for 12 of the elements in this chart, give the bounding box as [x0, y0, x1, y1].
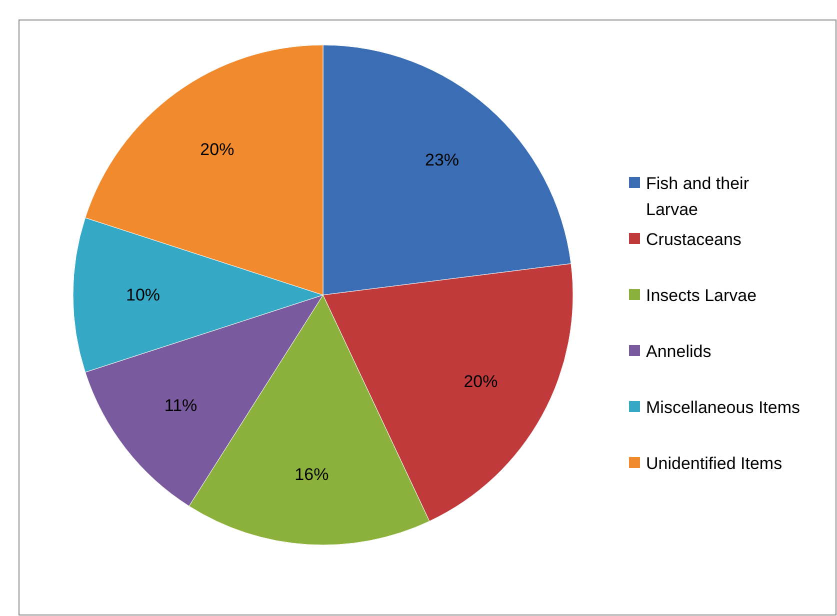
legend-label: Fish and their Larvae — [646, 174, 750, 218]
data-label: 20% — [464, 372, 498, 392]
data-label: 16% — [294, 465, 329, 484]
legend-label: Annelids — [646, 342, 712, 360]
legend-label: Unidentified Items — [646, 454, 782, 472]
data-label: 23% — [425, 150, 460, 170]
data-label: 20% — [200, 140, 234, 159]
data-label: 10% — [126, 286, 160, 304]
data-label: 11% — [164, 396, 198, 415]
legend-label: Insects Larvae — [646, 286, 757, 304]
legend-label: Miscellaneous Items — [646, 398, 800, 416]
legend-label: Crustaceans — [646, 230, 742, 248]
